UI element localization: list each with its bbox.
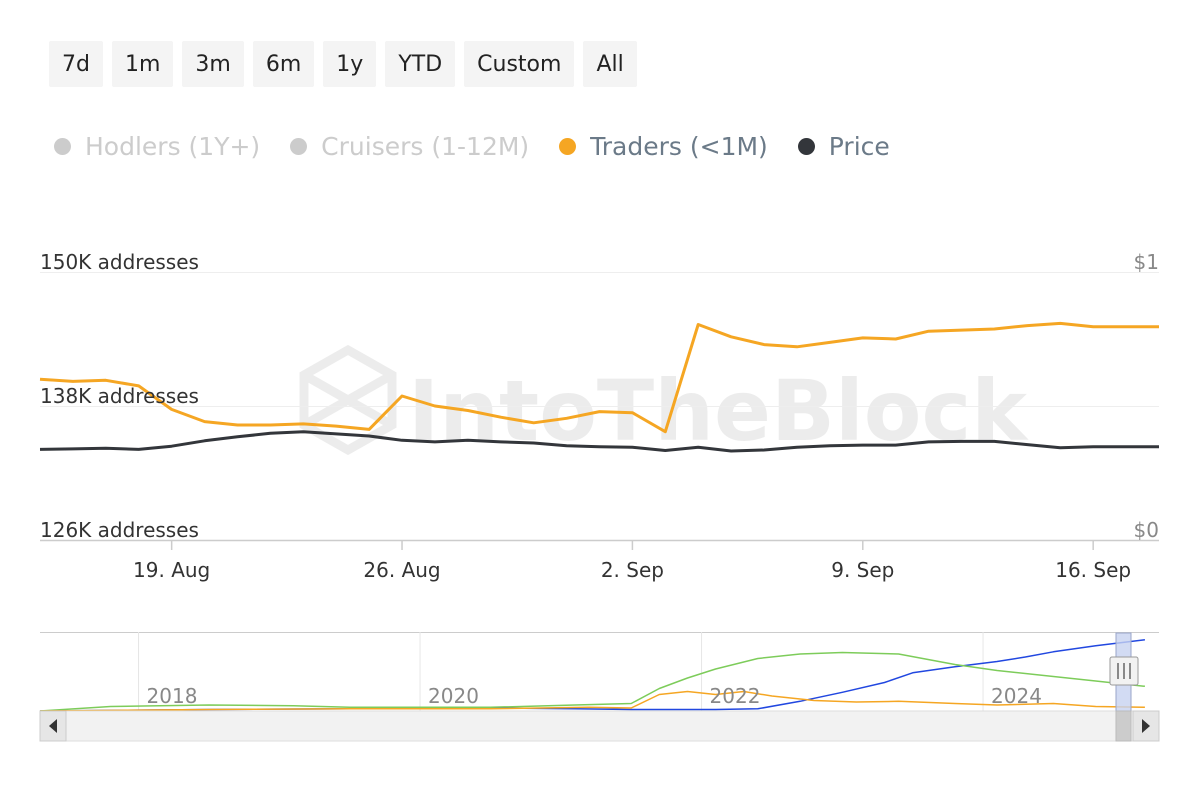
range-button-1y[interactable]: 1y (323, 41, 377, 87)
grid (40, 272, 1159, 550)
range-button-7d[interactable]: 7d (49, 41, 103, 87)
legend: Hodlers (1Y+) Cruisers (1-12M) Traders (… (54, 132, 890, 161)
series-line-price (39, 430, 1159, 453)
series-line-traders-1m (39, 321, 1159, 434)
navigator-grid (138, 632, 984, 711)
navigator-tick-label: 2020 (428, 684, 479, 708)
legend-item-hodlers[interactable]: Hodlers (1Y+) (54, 132, 260, 161)
x-tick-label: 16. Sep (1055, 558, 1131, 582)
legend-item-price[interactable]: Price (797, 132, 890, 161)
scroll-right-button[interactable] (1132, 710, 1160, 742)
navigator[interactable]: 2018 2020 2022 2024 (39, 632, 1159, 712)
y-left-tick-label: 126K addresses (40, 518, 199, 542)
x-tick-label: 2. Sep (601, 558, 664, 582)
watermark-text: IntoTheBlock (408, 362, 1029, 460)
legend-dot-icon (54, 138, 71, 155)
navigator-tick-label: 2018 (147, 684, 198, 708)
scrollbar-thumb[interactable] (1115, 710, 1132, 742)
arrow-right-icon (1142, 719, 1150, 733)
range-button-ytd[interactable]: YTD (385, 41, 456, 87)
navigator-tick-label: 2024 (991, 684, 1042, 708)
y-right-tick-label: $1 (1134, 250, 1159, 274)
series-layer (39, 321, 1159, 453)
axis-layer: 150K addresses 138K addresses 126K address… (40, 250, 1159, 582)
legend-dot-icon (559, 138, 577, 155)
range-button-6m[interactable]: 6m (252, 41, 315, 87)
navigator-series (39, 639, 1145, 712)
scrollbar-track[interactable] (39, 710, 1160, 742)
y-left-tick-label: 138K addresses (40, 384, 199, 408)
range-button-3m[interactable]: 3m (182, 41, 244, 87)
legend-item-cruisers[interactable]: Cruisers (1-12M) (290, 132, 529, 161)
x-tick-label: 9. Sep (831, 558, 894, 582)
navigator-handle-icon[interactable] (1109, 656, 1139, 686)
range-selector: 7d 1m 3m 6m 1y YTD Custom All (49, 41, 637, 87)
legend-label: Cruisers (1-12M) (321, 132, 530, 161)
legend-label: Hodlers (1Y+) (85, 132, 261, 161)
y-right-tick-label: $0 (1134, 518, 1159, 542)
arrow-left-icon (49, 719, 57, 733)
navigator-series-line (39, 690, 1145, 712)
navigator-tick-label: 2022 (710, 684, 761, 708)
x-tick-label: 26. Aug (363, 558, 440, 582)
legend-label: Traders (<1M) (590, 132, 768, 161)
navigator-series-line (39, 651, 1145, 712)
x-tick-label: 19. Aug (133, 558, 210, 582)
legend-dot-icon (290, 138, 308, 155)
navigator-frame (40, 632, 1159, 711)
scrollbar[interactable] (39, 710, 1160, 742)
range-button-all[interactable]: All (583, 41, 637, 87)
range-button-custom[interactable]: Custom (464, 41, 575, 87)
legend-item-traders[interactable]: Traders (<1M) (559, 132, 768, 161)
watermark-logo-icon (299, 344, 397, 456)
y-left-tick-label: 150K addresses (40, 250, 199, 274)
legend-label: Price (828, 132, 890, 161)
scroll-left-button[interactable] (39, 710, 67, 742)
legend-dot-icon (797, 138, 815, 155)
range-button-1m[interactable]: 1m (111, 41, 174, 87)
navigator-labels: 2018 2020 2022 2024 (147, 684, 1042, 708)
